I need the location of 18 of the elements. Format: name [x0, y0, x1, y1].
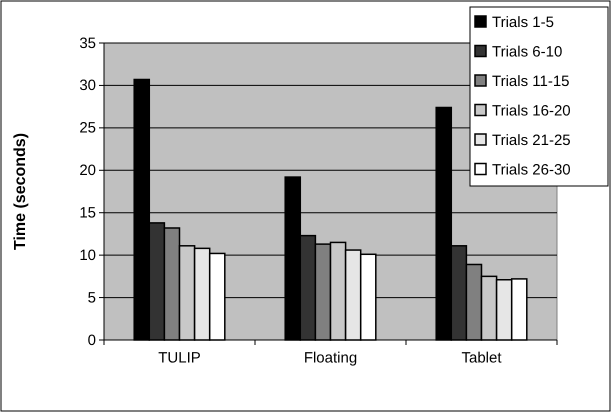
legend-label: Trials 11-15: [492, 73, 570, 90]
y-tick-label: 25: [79, 120, 96, 137]
y-axis-title: Time (seconds): [12, 132, 29, 250]
y-tick-label: 5: [88, 289, 96, 306]
legend-label: Trials 21-25: [492, 132, 571, 149]
y-tick-label: 30: [79, 77, 96, 94]
y-tick-label: 0: [88, 332, 96, 349]
x-tick-label: Floating: [304, 350, 358, 367]
y-tick-label: 10: [79, 246, 96, 264]
x-tick-label: Tablet: [461, 350, 502, 367]
y-tick-label: 35: [79, 34, 96, 52]
y-tick-label: 15: [79, 204, 96, 222]
y-tick-label: 20: [79, 162, 96, 180]
legend-label: Trials 26-30: [492, 162, 571, 178]
legend-label: Trials 6-10: [492, 44, 562, 60]
x-tick-label: TULIP: [158, 350, 201, 367]
legend-label: Trials 16-20: [492, 102, 571, 120]
legend-label: Trials 1-5: [492, 14, 554, 31]
